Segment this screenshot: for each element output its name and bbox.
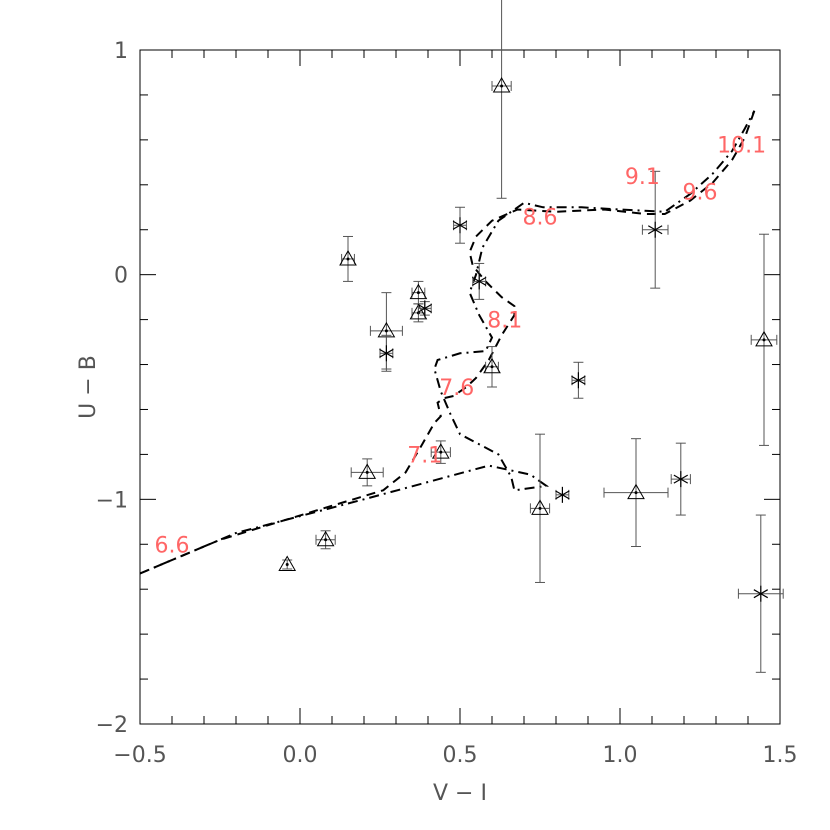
triangle-point [603,438,669,548]
age-labels: 6.6 7.1 7.6 8.1 8.6 9.1 9.6 10.1 [155,133,767,558]
triangle-point [483,346,501,388]
age-label: 9.6 [683,181,718,206]
y-tick-label: −1 [96,488,128,513]
triangle-marker [358,463,377,479]
axis-tick-labels: −0.5 0.0 0.5 1.0 1.5 −2 −1 0 1 [96,39,798,768]
x-tick-label: −0.5 [113,743,166,768]
asterisk-point [737,514,784,673]
asterisk-point [641,170,669,289]
triangle-marker [627,483,645,500]
marker-dot [346,257,350,261]
triangle-point [315,530,336,550]
triangle-point [350,458,384,487]
triangle-marker [316,530,335,547]
triangle-point [491,0,512,199]
marker-dot [538,506,542,510]
dashed-track [139,110,756,575]
marker-dot [365,470,369,474]
asterisk-point [417,300,433,317]
triangle-marker [339,249,357,266]
triangle-point [278,555,297,571]
asterisk-stroke [379,348,394,358]
asterisk-point [452,206,468,244]
age-label: 8.6 [523,205,558,230]
age-label: 10.1 [717,133,766,158]
marker-dot [384,329,388,333]
asterisk-stroke [452,220,468,230]
triangle-marker [755,330,773,347]
marker-dot [285,562,289,566]
marker-dot [500,84,504,88]
model-tracks [139,110,756,575]
marker-dot [439,450,443,454]
triangle-point [430,440,451,464]
asterisk-stroke [471,276,487,286]
age-label: 8.1 [487,309,522,334]
data-points [278,0,784,673]
age-label: 7.6 [439,376,474,401]
y-tick-label: 0 [114,264,128,289]
asterisk-stroke [555,490,570,500]
x-tick-label: 0.0 [283,743,318,768]
y-axis-label: U − B [76,355,101,419]
marker-dot [634,491,638,495]
asterisk-stroke [571,375,586,385]
asterisk-stroke [417,303,433,313]
marker-dot [416,291,420,295]
triangle-point [339,235,357,282]
asterisk-stroke [753,589,769,599]
triangle-marker [409,303,428,320]
asterisk-stroke [673,474,689,484]
x-tick-label: 0.5 [443,743,478,768]
triangle-marker [431,443,450,459]
age-label: 9.1 [625,165,660,190]
asterisk-point [670,442,691,516]
marker-dot [762,338,766,342]
y-tick-label: 1 [114,39,128,64]
y-tick-label: −2 [96,713,128,738]
triangle-marker [483,357,501,374]
dash-dot-track [139,110,756,575]
x-axis-label: V − I [433,781,487,806]
age-label: 6.6 [155,533,190,558]
triangle-marker [492,76,511,93]
marker-dot [324,538,328,542]
triangle-point [750,233,778,446]
x-tick-label: 1.0 [603,743,638,768]
age-label: 7.1 [407,443,442,468]
triangle-point [529,433,551,583]
triangle-marker [278,555,297,571]
asterisk-stroke [647,225,663,235]
x-tick-label: 1.5 [763,743,798,768]
triangle-point [409,280,428,305]
triangle-marker [531,499,549,515]
asterisk-point [471,262,487,300]
axis-ticks [139,49,781,725]
triangle-marker [409,283,428,300]
asterisk-point [379,334,394,372]
asterisk-point [555,486,570,503]
marker-dot [490,365,494,369]
asterisk-point [571,361,586,399]
